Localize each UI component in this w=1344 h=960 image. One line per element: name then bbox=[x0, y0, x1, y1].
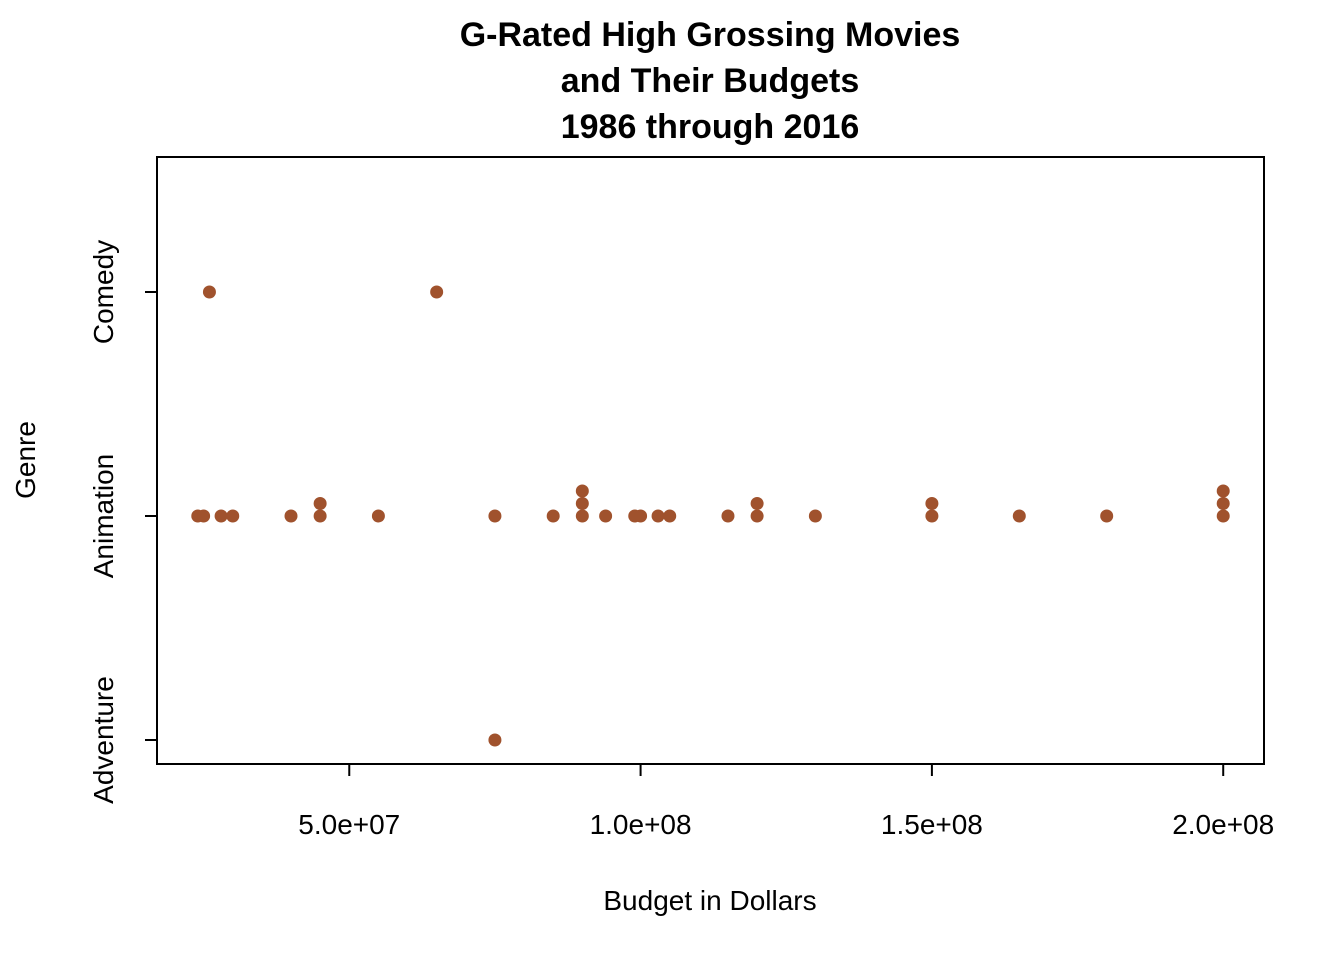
x-tick-label: 5.0e+07 bbox=[298, 809, 400, 840]
y-tick-label: Adventure bbox=[88, 676, 119, 804]
data-point bbox=[575, 497, 589, 510]
x-axis-label: Budget in Dollars bbox=[603, 885, 816, 916]
x-axis: 5.0e+07 1.0e+08 1.5e+08 2.0e+08 bbox=[298, 764, 1274, 840]
y-tick-label: Animation bbox=[88, 454, 119, 579]
data-point bbox=[284, 509, 298, 523]
chart-title: G-Rated High Grossing Movies and Their B… bbox=[460, 16, 961, 146]
data-point bbox=[214, 509, 228, 523]
data-point bbox=[1216, 484, 1230, 498]
data-point bbox=[750, 509, 764, 523]
data-point bbox=[226, 509, 240, 523]
data-point bbox=[1012, 509, 1026, 523]
data-point bbox=[430, 285, 444, 299]
data-point bbox=[197, 509, 211, 523]
data-point bbox=[721, 509, 735, 523]
data-point bbox=[202, 285, 216, 299]
data-point bbox=[925, 509, 939, 523]
y-axis-label: Genre bbox=[10, 421, 41, 499]
data-point bbox=[925, 497, 939, 510]
data-point bbox=[575, 509, 589, 523]
data-point bbox=[651, 509, 665, 523]
data-point bbox=[634, 509, 648, 523]
data-point bbox=[1216, 497, 1230, 510]
data-point bbox=[750, 497, 764, 510]
plot-frame bbox=[156, 156, 1265, 765]
data-point bbox=[313, 509, 327, 523]
data-point bbox=[1216, 509, 1230, 523]
data-point bbox=[599, 509, 613, 523]
data-point bbox=[488, 509, 502, 523]
data-point bbox=[313, 497, 327, 510]
x-tick-label: 2.0e+08 bbox=[1172, 809, 1274, 840]
data-point bbox=[575, 484, 589, 498]
title-line-3: 1986 through 2016 bbox=[561, 108, 860, 146]
y-axis: Adventure Animation Comedy bbox=[88, 240, 157, 804]
data-point bbox=[1100, 509, 1114, 523]
title-line-2: and Their Budgets bbox=[561, 62, 859, 100]
title-line-1: G-Rated High Grossing Movies bbox=[460, 16, 961, 54]
x-tick-label: 1.0e+08 bbox=[590, 809, 692, 840]
data-points bbox=[191, 285, 1230, 747]
data-point bbox=[488, 733, 502, 747]
data-point bbox=[663, 509, 677, 523]
data-point bbox=[546, 509, 560, 523]
data-point bbox=[371, 509, 385, 523]
x-tick-label: 1.5e+08 bbox=[881, 809, 983, 840]
y-tick-label: Comedy bbox=[88, 240, 119, 344]
data-point bbox=[808, 509, 822, 523]
